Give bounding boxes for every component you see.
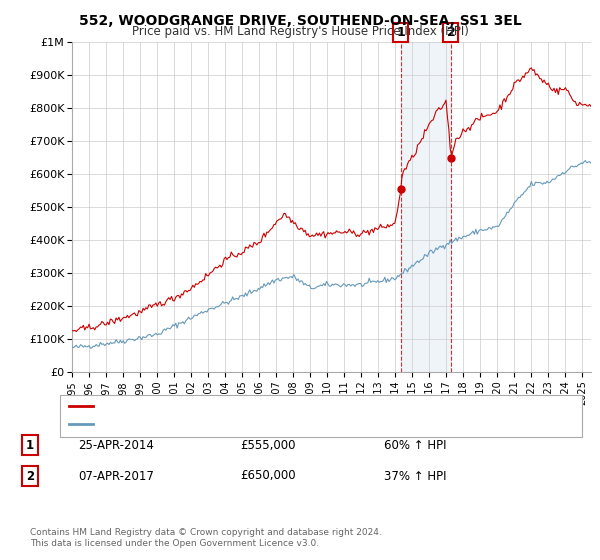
Text: 1: 1 xyxy=(26,438,34,452)
Text: 552, WOODGRANGE DRIVE, SOUTHEND-ON-SEA, SS1 3EL (detached house): 552, WOODGRANGE DRIVE, SOUTHEND-ON-SEA, … xyxy=(99,401,493,411)
Text: 1: 1 xyxy=(397,26,405,39)
Text: Contains HM Land Registry data © Crown copyright and database right 2024.
This d: Contains HM Land Registry data © Crown c… xyxy=(30,528,382,548)
Text: HPI: Average price, detached house, Southend-on-Sea: HPI: Average price, detached house, Sout… xyxy=(99,419,382,429)
Text: 2: 2 xyxy=(26,469,34,483)
Text: 37% ↑ HPI: 37% ↑ HPI xyxy=(384,469,446,483)
Text: £555,000: £555,000 xyxy=(240,438,296,452)
Text: 2: 2 xyxy=(446,26,455,39)
Bar xyxy=(401,42,451,372)
Text: 25-APR-2014: 25-APR-2014 xyxy=(78,438,154,452)
Text: Price paid vs. HM Land Registry's House Price Index (HPI): Price paid vs. HM Land Registry's House … xyxy=(131,25,469,38)
Text: 60% ↑ HPI: 60% ↑ HPI xyxy=(384,438,446,452)
Text: 07-APR-2017: 07-APR-2017 xyxy=(78,469,154,483)
Text: 552, WOODGRANGE DRIVE, SOUTHEND-ON-SEA, SS1 3EL: 552, WOODGRANGE DRIVE, SOUTHEND-ON-SEA, … xyxy=(79,14,521,28)
Text: £650,000: £650,000 xyxy=(240,469,296,483)
